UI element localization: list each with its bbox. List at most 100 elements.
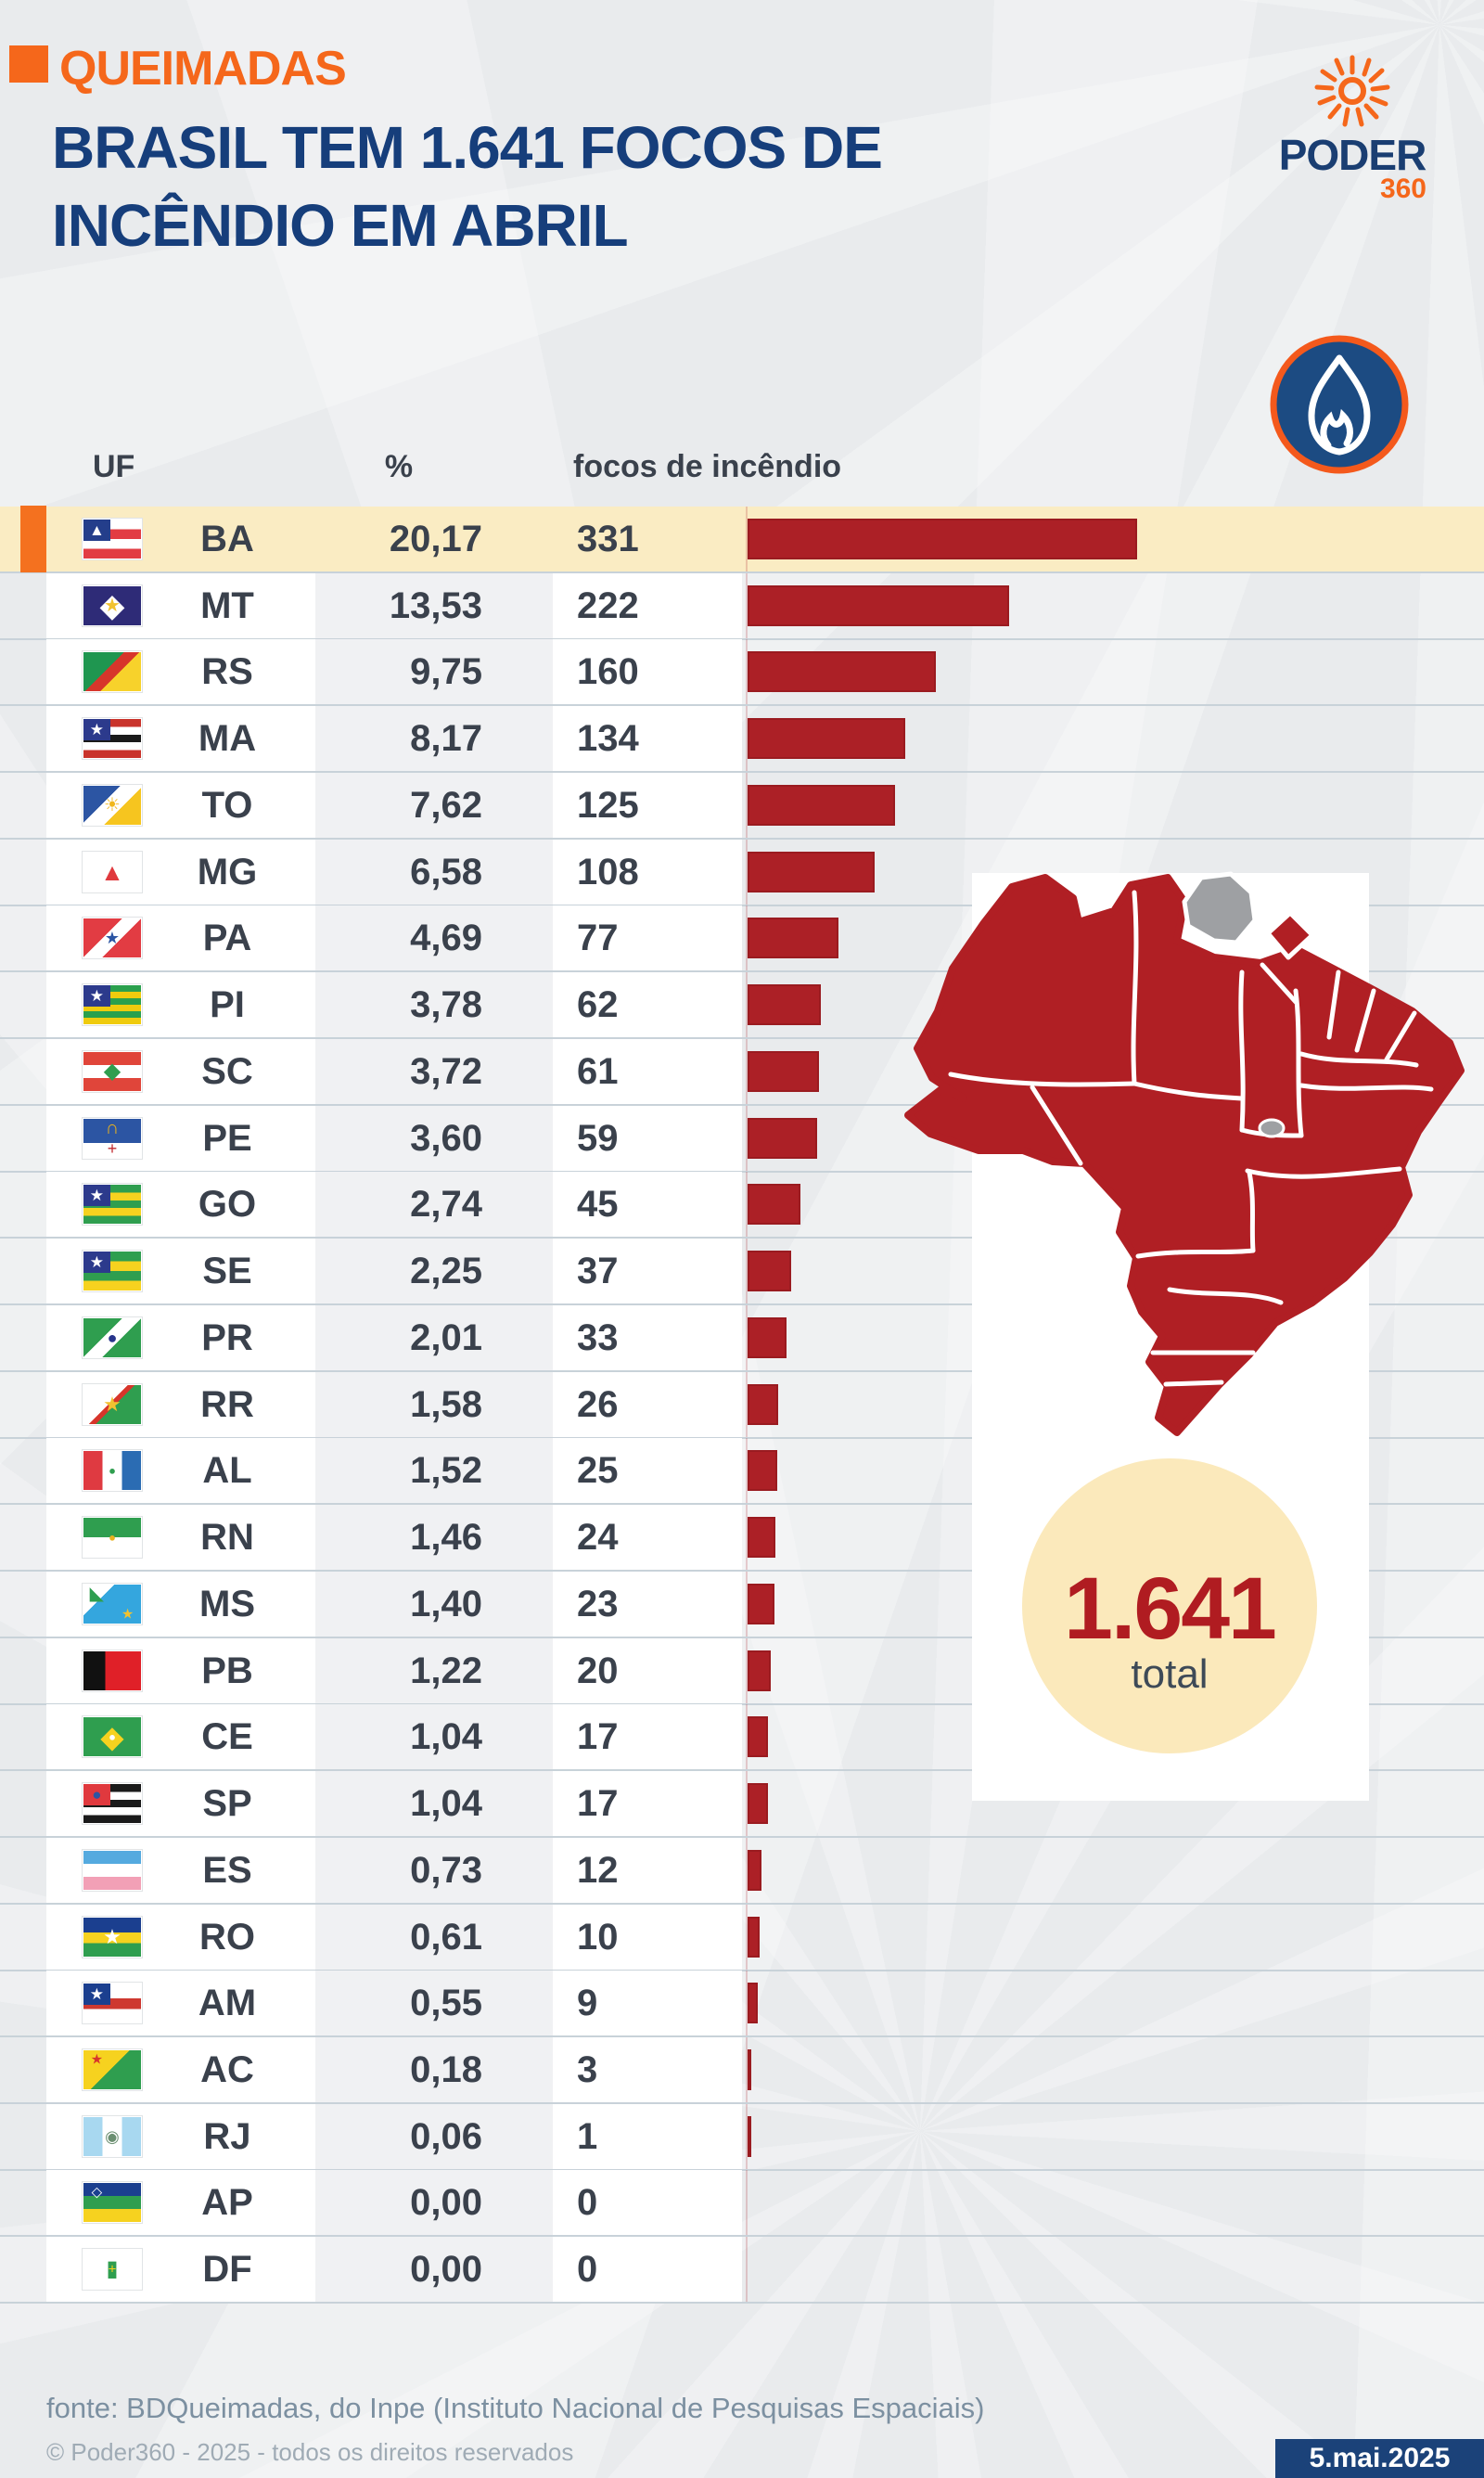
flag-emblem: ● [107, 1329, 118, 1347]
fire-count-bar [748, 1251, 791, 1291]
total-badge: 1.641 total [1022, 1458, 1317, 1753]
bar-axis-line [746, 1172, 748, 1237]
column-background [553, 1372, 742, 1437]
flag-emblem: ★ [103, 1925, 122, 1948]
column-background [315, 2037, 553, 2102]
flag-emblem: ● [109, 1729, 116, 1744]
state-fire-count: 12 [577, 1849, 619, 1891]
column-background [553, 1438, 742, 1503]
table-row-mt: ◆ ★ MT 13,53 222 [0, 573, 1484, 640]
state-fire-count: 20 [577, 1650, 619, 1691]
state-fire-count: 222 [577, 584, 639, 626]
state-fire-count: 331 [577, 518, 639, 559]
table-row-pr: ● PR 2,01 33 [0, 1305, 1484, 1372]
fire-count-bar [748, 1650, 771, 1691]
column-background [315, 1638, 553, 1703]
fire-count-bar [748, 1716, 768, 1757]
fire-count-bar [748, 785, 895, 826]
bar-axis-line [746, 1438, 748, 1503]
column-background [553, 2237, 742, 2302]
table-row-ms: ◣ ★ MS 1,40 23 [0, 1572, 1484, 1638]
column-background [553, 1572, 742, 1637]
brazil-choropleth-icon [904, 871, 1465, 1436]
flag-emblem: ◆ [103, 1059, 122, 1084]
column-background [553, 2037, 742, 2102]
state-fire-count: 125 [577, 784, 639, 826]
table-row-mg: ▲ MG 6,58 108 [0, 840, 1484, 906]
state-fire-count: 160 [577, 650, 639, 692]
flag-pb-icon [82, 1650, 143, 1692]
state-abbreviation: RR [200, 1383, 254, 1425]
bar-axis-line [746, 1372, 748, 1437]
state-percentage: 0,00 [410, 2248, 482, 2290]
bar-axis-line [746, 2170, 748, 2235]
flag-canton: ★ [83, 1252, 110, 1273]
table-row-se: ★ SE 2,25 37 [0, 1239, 1484, 1305]
column-background [315, 639, 553, 704]
flag-canton: ★ [83, 1185, 110, 1206]
state-percentage: 20,17 [389, 518, 482, 559]
kicker-square [9, 45, 48, 83]
flag-emblem: ∩ [105, 1118, 120, 1139]
date-label: 5.mai.2025 [1309, 2443, 1451, 2473]
state-percentage: 2,25 [410, 1250, 482, 1291]
flag-emblem: ● [109, 1530, 116, 1545]
flag-ro-icon: ★ [82, 1916, 143, 1958]
column-background [315, 573, 553, 638]
state-abbreviation: PR [201, 1316, 253, 1358]
bar-axis-line [746, 2037, 748, 2102]
flag-df-icon: ▮ + [82, 2248, 143, 2291]
fire-count-bar [748, 1517, 775, 1558]
bar-axis-line [746, 1039, 748, 1104]
state-abbreviation: RN [200, 1516, 254, 1558]
column-background [315, 1505, 553, 1570]
fire-count-bar [748, 1450, 777, 1491]
state-percentage: 13,53 [389, 584, 482, 626]
flag-emblem: ★ [90, 2051, 104, 2068]
flag-al-icon: ● [82, 1449, 143, 1492]
state-percentage: 0,61 [410, 1916, 482, 1958]
state-percentage: 7,62 [410, 784, 482, 826]
bar-axis-line [746, 1305, 748, 1370]
column-header-uf: UF [93, 449, 135, 484]
table-row-pi: ★ PI 3,78 62 [0, 972, 1484, 1039]
state-abbreviation: TO [201, 784, 253, 826]
fire-count-bar [748, 585, 1009, 626]
total-label: total [1131, 1651, 1209, 1697]
flag-sc-icon: ◆ [82, 1050, 143, 1093]
table-row-ma: ★ MA 8,17 134 [0, 706, 1484, 773]
bar-axis-line [746, 1771, 748, 1836]
flame-icon [1270, 335, 1409, 474]
column-background [553, 972, 742, 1037]
flag-emblem: + [107, 1139, 118, 1159]
flag-canton: ★ [83, 1984, 110, 2005]
column-background [315, 1239, 553, 1303]
state-fire-count: 3 [577, 2048, 598, 2090]
state-fire-count: 59 [577, 1117, 619, 1159]
flag-emblem: ★ [104, 596, 121, 616]
date-box: 5.mai.2025 [1275, 2439, 1484, 2478]
fire-count-bar [748, 1850, 761, 1891]
flag-pi-icon: ★ [82, 983, 143, 1026]
column-background [315, 1905, 553, 1970]
state-percentage: 4,69 [410, 917, 482, 958]
state-fire-count: 61 [577, 1050, 619, 1092]
state-percentage: 3,60 [410, 1117, 482, 1159]
state-fire-count: 23 [577, 1583, 619, 1624]
table-row-go: ★ GO 2,74 45 [0, 1172, 1484, 1239]
state-fire-count: 0 [577, 2248, 598, 2290]
page-title-line1: BRASIL TEM 1.641 FOCOS DE [52, 114, 883, 181]
brazil-map [895, 852, 1470, 1445]
fire-count-bar [748, 2049, 751, 2090]
state-percentage: 0,18 [410, 2048, 482, 2090]
flag-to-icon: ☀ [82, 784, 143, 827]
bar-axis-line [746, 773, 748, 838]
state-fire-count: 33 [577, 1316, 619, 1358]
kicker-label: QUEIMADAS [59, 42, 347, 96]
bar-axis-line [746, 573, 748, 638]
column-background [315, 905, 553, 970]
state-percentage: 3,78 [410, 983, 482, 1025]
bar-axis-line [746, 1971, 748, 2035]
flag-emblem: ● [109, 1463, 116, 1478]
fire-count-bar [748, 1584, 774, 1624]
